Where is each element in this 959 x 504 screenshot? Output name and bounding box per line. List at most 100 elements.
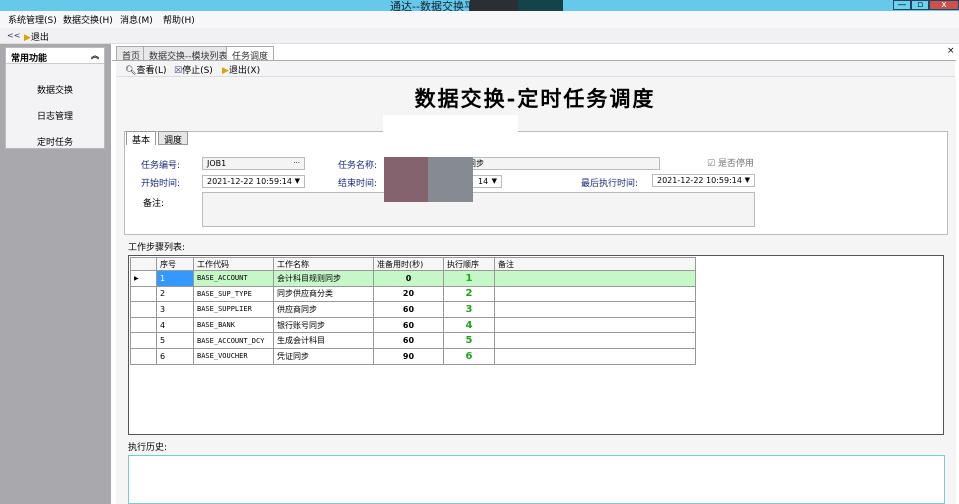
- sidebar-item-data-exchange[interactable]: 数据交换: [36, 86, 73, 96]
- cell-remark[interactable]: [494, 301, 696, 318]
- steps-grid: 序号 工作代码 工作名称 准备用时(秒) 执行顺序 备注 ▶ 1 BASE_ACCO…: [128, 255, 944, 435]
- cell-code[interactable]: BASE_VOUCHER: [193, 347, 274, 365]
- cell-seq[interactable]: 5: [156, 332, 194, 349]
- exit-button[interactable]: ▶退出: [24, 30, 49, 43]
- collapse-button[interactable]: <<: [7, 31, 21, 40]
- cell-remark[interactable]: [494, 316, 696, 334]
- cell-prep-time[interactable]: 0: [373, 270, 444, 287]
- row-header[interactable]: [130, 316, 157, 334]
- disabled-checkbox[interactable]: ☑ 是否停用: [707, 156, 754, 169]
- table-row[interactable]: 6 BASE_VOUCHER 凭证同步 90 6: [130, 347, 696, 365]
- end-time-label: 结束时间:: [338, 179, 378, 189]
- exit-tab-button[interactable]: ▶退出(X): [222, 63, 260, 76]
- remark-textarea[interactable]: [202, 192, 755, 227]
- cell-exec-order[interactable]: 6: [443, 347, 495, 365]
- task-no-label: 任务编号:: [141, 161, 181, 171]
- inner-tab-basic[interactable]: 基本: [126, 131, 157, 146]
- last-run-picker[interactable]: 2021-12-22 10:59:14 ▼: [652, 174, 755, 187]
- task-name-field[interactable]: 证同步: [455, 157, 660, 170]
- cell-seq[interactable]: 2: [156, 285, 194, 303]
- start-time-picker[interactable]: 2021-12-22 10:59:14 ▼: [202, 175, 305, 188]
- cell-prep-time[interactable]: 60: [373, 316, 444, 334]
- menu-system[interactable]: 系统管理(S): [8, 16, 57, 26]
- cell-prep-time[interactable]: 20: [373, 285, 444, 303]
- table-row[interactable]: 4 BASE_BANK 银行账号同步 60 4: [130, 316, 696, 334]
- view-label: 查看(L): [136, 66, 167, 76]
- table-row[interactable]: 2 BASE_SUP_TYPE 同步供应商分类 20 2: [130, 285, 696, 303]
- cell-seq[interactable]: 4: [156, 316, 194, 334]
- cell-name[interactable]: 同步供应商分类: [273, 285, 374, 303]
- panel-title: 常用功能: [11, 54, 48, 64]
- cell-exec-order[interactable]: 4: [443, 316, 495, 334]
- cell-remark[interactable]: [494, 332, 696, 349]
- col-remark[interactable]: 备注: [494, 257, 696, 271]
- close-tab-icon[interactable]: ×: [947, 46, 955, 56]
- col-code[interactable]: 工作代码: [193, 257, 274, 271]
- cell-code[interactable]: BASE_BANK: [193, 316, 274, 334]
- cell-seq[interactable]: 6: [156, 347, 194, 365]
- menu-help[interactable]: 帮助(H): [163, 16, 195, 26]
- start-time-label: 开始时间:: [141, 179, 181, 189]
- col-name[interactable]: 工作名称: [273, 257, 374, 271]
- chevron-down-icon: ▼: [491, 177, 497, 185]
- cell-name[interactable]: 银行账号同步: [273, 316, 374, 334]
- cell-exec-order[interactable]: 5: [443, 332, 495, 349]
- end-time-value: 14: [478, 177, 489, 186]
- col-exec-order[interactable]: 执行顺序: [443, 257, 495, 271]
- close-button[interactable]: x: [929, 0, 959, 10]
- cell-exec-order[interactable]: 1: [443, 270, 495, 287]
- cell-code[interactable]: BASE_ACCOUNT: [193, 270, 274, 287]
- cell-name[interactable]: 供应商同步: [273, 301, 374, 318]
- cell-name[interactable]: 会计科目规则同步: [273, 270, 374, 287]
- search-icon: 🔍︎: [125, 66, 137, 76]
- ellipsis-icon[interactable]: ···: [293, 159, 300, 167]
- table-row[interactable]: 3 BASE_SUPPLIER 供应商同步 60 3: [130, 301, 696, 318]
- cell-prep-time[interactable]: 60: [373, 332, 444, 349]
- steps-table: 序号 工作代码 工作名称 准备用时(秒) 执行顺序 备注 ▶ 1 BASE_ACCO…: [130, 257, 696, 365]
- task-no-value: JOB1: [207, 159, 227, 168]
- col-prep-time[interactable]: 准备用时(秒): [373, 257, 444, 271]
- cell-name[interactable]: 生成会计科目: [273, 332, 374, 349]
- cell-exec-order[interactable]: 3: [443, 301, 495, 318]
- tab-divider: [112, 60, 956, 61]
- table-row[interactable]: ▶ 1 BASE_ACCOUNT 会计科目规则同步 0 1: [130, 270, 696, 287]
- tab-module-list[interactable]: 数据交换--模块列表: [143, 46, 234, 62]
- stop-button[interactable]: ☒停止(S): [174, 63, 213, 76]
- history-box[interactable]: [128, 455, 945, 504]
- tab-task-schedule[interactable]: 任务调度: [226, 46, 275, 62]
- table-header: 序号 工作代码 工作名称 准备用时(秒) 执行顺序 备注: [130, 257, 696, 271]
- double-chevron-up-icon[interactable]: ︽: [91, 51, 99, 60]
- minimize-button[interactable]: —: [893, 0, 911, 10]
- tab-home[interactable]: 首页: [116, 46, 147, 62]
- cell-seq[interactable]: 1: [156, 270, 194, 287]
- cell-remark[interactable]: [494, 285, 696, 303]
- inner-tab-schedule[interactable]: 调度: [158, 131, 189, 146]
- checkbox-icon: ☑: [707, 159, 716, 169]
- row-header[interactable]: [130, 347, 157, 365]
- cell-code[interactable]: BASE_ACCOUNT_DCY: [193, 332, 274, 349]
- menu-message[interactable]: 消息(M): [120, 16, 153, 26]
- row-header[interactable]: ▶: [130, 270, 157, 287]
- task-no-field[interactable]: JOB1 ···: [202, 157, 305, 170]
- redaction-block: [428, 157, 473, 202]
- cell-prep-time[interactable]: 60: [373, 301, 444, 318]
- menu-data-exchange[interactable]: 数据交换(H): [63, 16, 113, 26]
- cell-exec-order[interactable]: 2: [443, 285, 495, 303]
- row-header[interactable]: [130, 285, 157, 303]
- cell-code[interactable]: BASE_SUPPLIER: [193, 301, 274, 318]
- cell-seq[interactable]: 3: [156, 301, 194, 318]
- chevron-down-icon: ▼: [744, 176, 750, 184]
- col-seq[interactable]: 序号: [156, 257, 194, 271]
- sidebar-item-log-management[interactable]: 日志管理: [36, 112, 73, 122]
- cell-code[interactable]: BASE_SUP_TYPE: [193, 285, 274, 303]
- cell-remark[interactable]: [494, 270, 696, 287]
- view-button[interactable]: 🔍︎查看(L): [125, 63, 166, 76]
- table-row[interactable]: 5 BASE_ACCOUNT_DCY 生成会计科目 60 5: [130, 332, 696, 349]
- cell-remark[interactable]: [494, 347, 696, 365]
- sidebar-item-scheduled-tasks[interactable]: 定时任务: [36, 138, 73, 148]
- cell-prep-time[interactable]: 90: [373, 347, 444, 365]
- row-header[interactable]: [130, 301, 157, 318]
- restore-button[interactable]: ▫: [911, 0, 929, 10]
- row-header[interactable]: [130, 332, 157, 349]
- cell-name[interactable]: 凭证同步: [273, 347, 374, 365]
